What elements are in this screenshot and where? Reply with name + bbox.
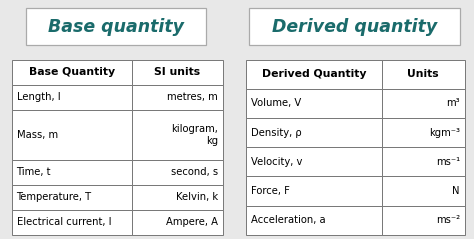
Bar	[12, 60, 132, 85]
Text: Mass, m: Mass, m	[17, 130, 58, 140]
Text: Force, F: Force, F	[251, 186, 290, 196]
Text: Base Quantity: Base Quantity	[29, 67, 115, 77]
Text: Base quantity: Base quantity	[48, 18, 184, 36]
Text: kilogram,
kg: kilogram, kg	[171, 124, 218, 146]
Bar	[132, 210, 223, 235]
Bar	[12, 210, 132, 235]
Bar	[382, 176, 465, 206]
Text: kgm⁻³: kgm⁻³	[429, 128, 460, 138]
FancyBboxPatch shape	[26, 8, 206, 45]
Bar	[246, 118, 382, 147]
Bar	[132, 185, 223, 210]
Bar	[132, 110, 223, 160]
Bar	[382, 118, 465, 147]
Bar	[132, 60, 223, 85]
Text: SI units: SI units	[155, 67, 201, 77]
Bar	[382, 89, 465, 118]
Bar	[12, 110, 132, 160]
Bar	[382, 147, 465, 176]
Text: Volume, V: Volume, V	[251, 98, 301, 109]
Text: Derived quantity: Derived quantity	[272, 18, 437, 36]
FancyBboxPatch shape	[249, 8, 460, 45]
Text: metres, m: metres, m	[167, 92, 218, 102]
Bar	[246, 176, 382, 206]
Bar	[12, 85, 132, 110]
Bar	[382, 60, 465, 89]
Text: Density, ρ: Density, ρ	[251, 128, 302, 138]
Bar	[246, 147, 382, 176]
Text: Length, l: Length, l	[17, 92, 60, 102]
Text: Velocity, v: Velocity, v	[251, 157, 302, 167]
Text: second, s: second, s	[171, 167, 218, 177]
Text: m³: m³	[446, 98, 460, 109]
Text: ms⁻¹: ms⁻¹	[436, 157, 460, 167]
Bar	[12, 160, 132, 185]
Bar	[246, 206, 382, 235]
Bar	[246, 89, 382, 118]
Text: Derived Quantity: Derived Quantity	[262, 69, 366, 79]
Bar	[132, 160, 223, 185]
Text: Temperature, T: Temperature, T	[17, 192, 91, 202]
Text: Acceleration, a: Acceleration, a	[251, 215, 326, 225]
Text: Kelvin, k: Kelvin, k	[176, 192, 218, 202]
Text: Units: Units	[407, 69, 439, 79]
Bar	[12, 185, 132, 210]
Text: ms⁻²: ms⁻²	[436, 215, 460, 225]
Text: Time, t: Time, t	[17, 167, 51, 177]
Text: Ampere, A: Ampere, A	[166, 217, 218, 227]
Bar	[132, 85, 223, 110]
Text: Electrical current, I: Electrical current, I	[17, 217, 111, 227]
Bar	[382, 206, 465, 235]
Text: N: N	[452, 186, 460, 196]
Bar	[246, 60, 382, 89]
